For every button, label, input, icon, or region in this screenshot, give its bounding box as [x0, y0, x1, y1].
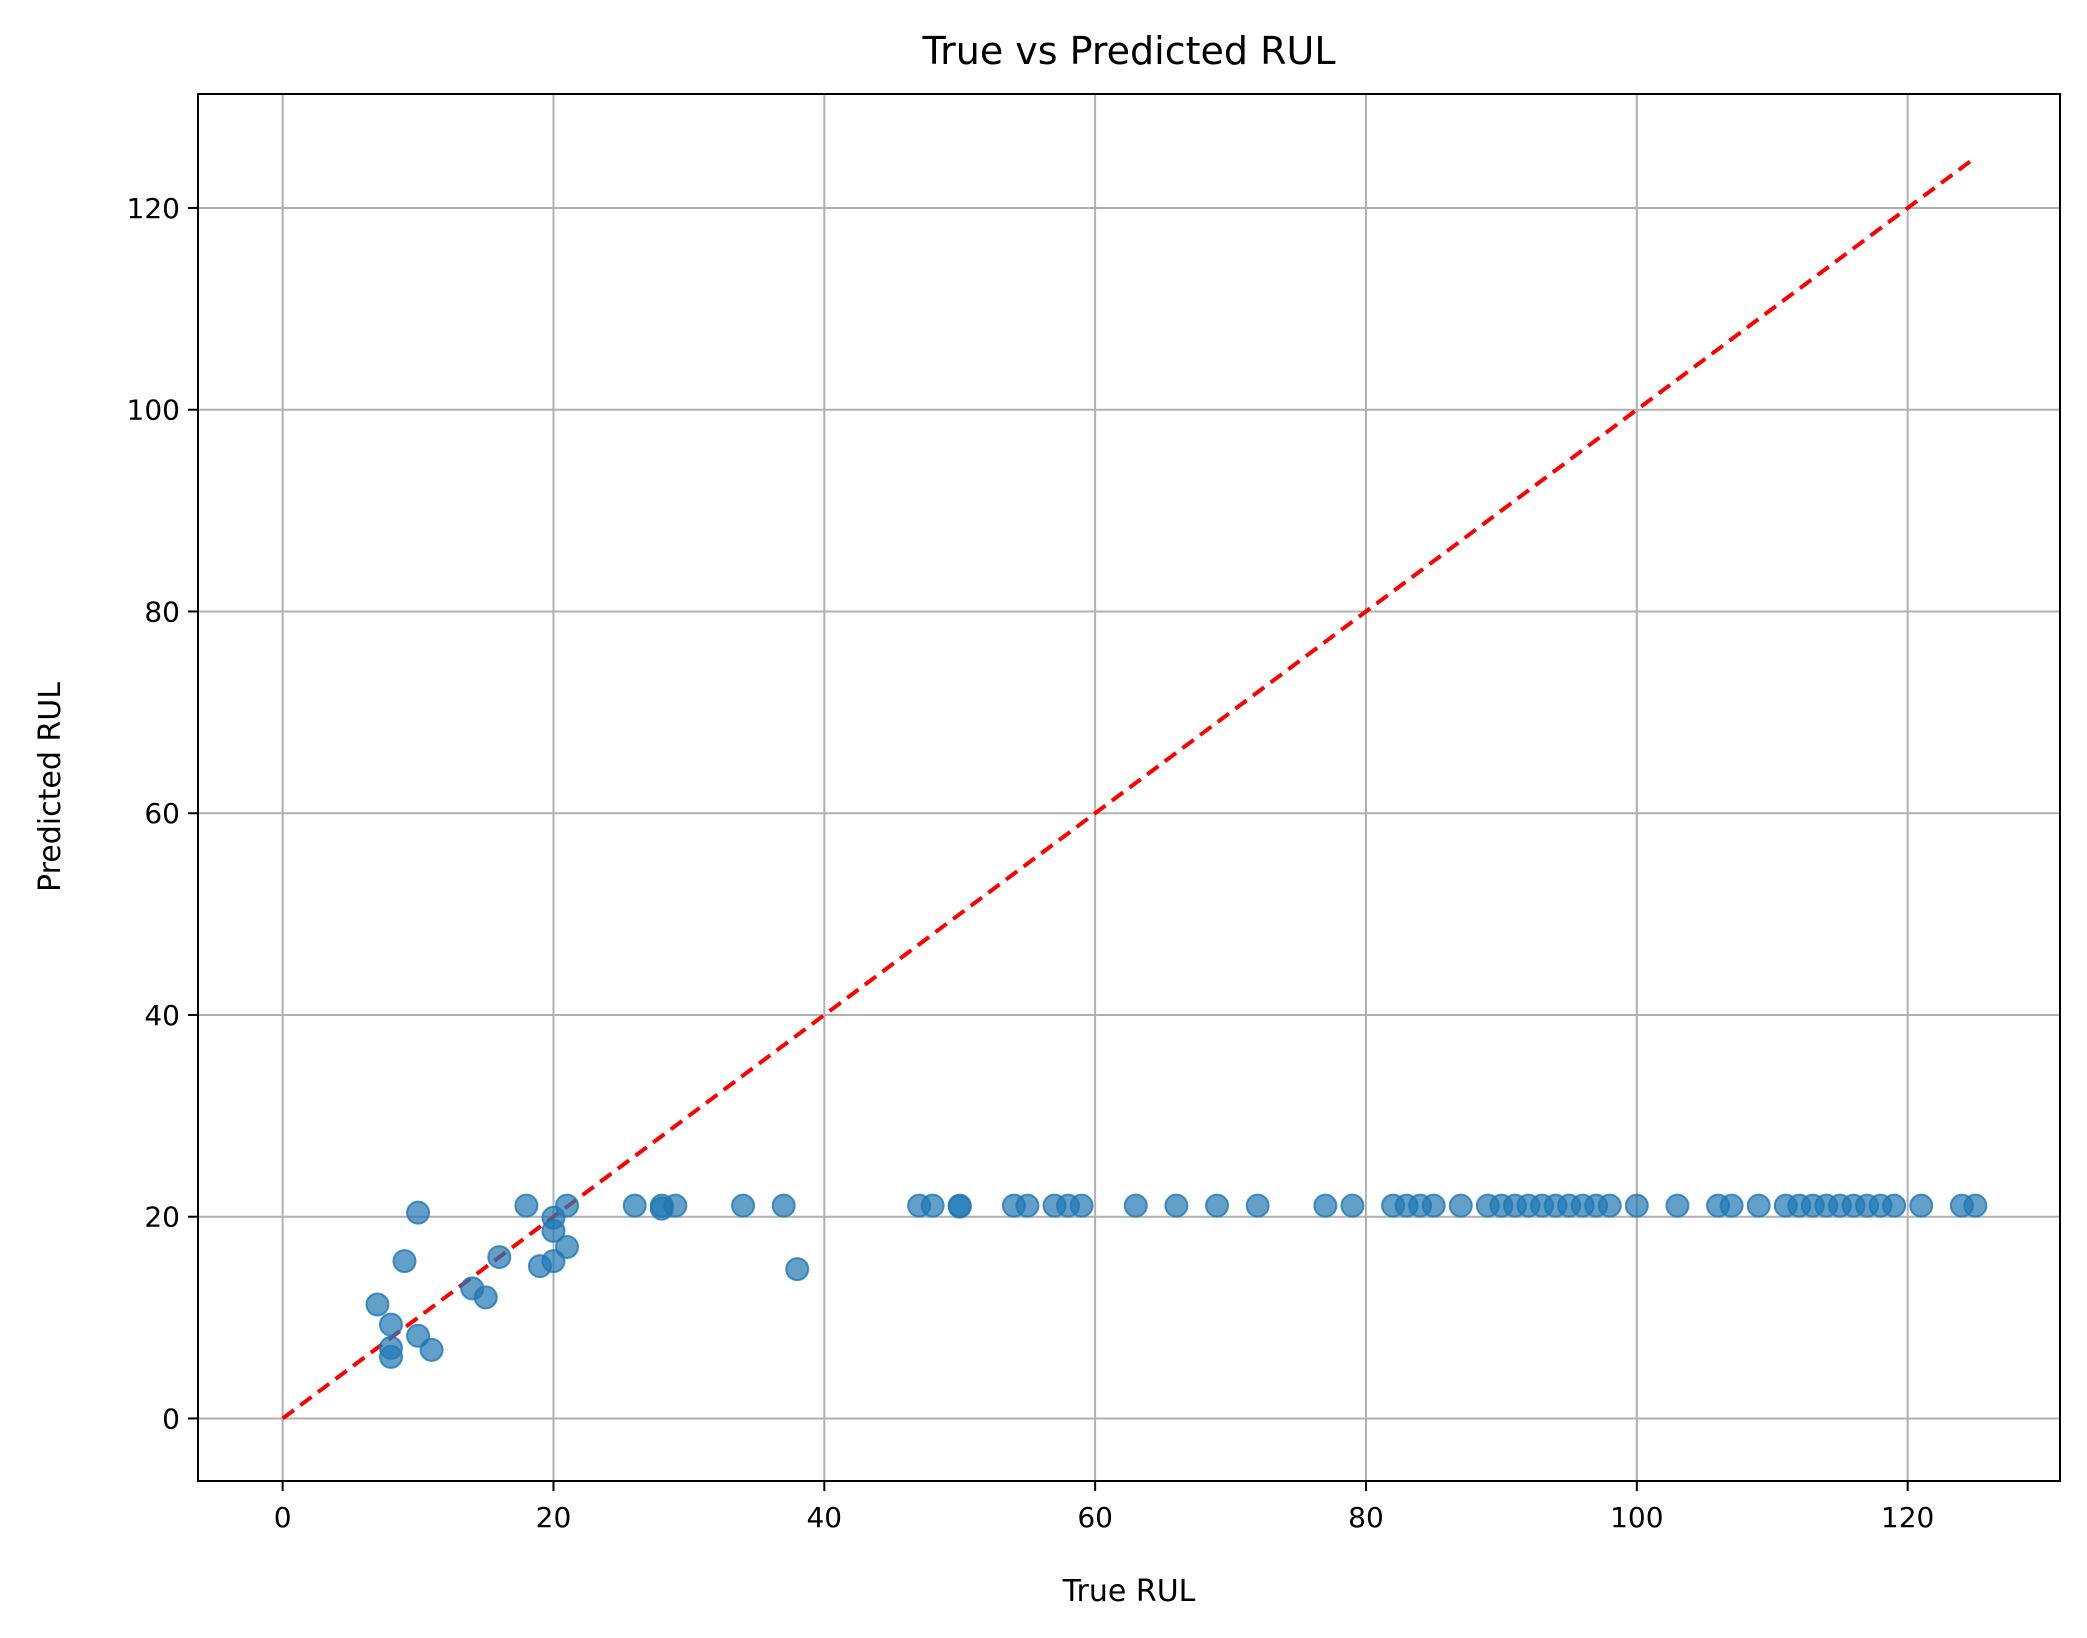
data-point	[785, 1257, 810, 1282]
data-point	[1421, 1193, 1446, 1218]
data-point	[1909, 1193, 1934, 1218]
x-tick-label: 100	[1610, 1501, 1663, 1534]
data-point	[555, 1193, 580, 1218]
x-tick-label: 40	[806, 1501, 842, 1534]
data-point	[1015, 1193, 1040, 1218]
data-point	[731, 1193, 756, 1218]
data-point	[1164, 1193, 1189, 1218]
data-point	[541, 1218, 566, 1243]
data-point	[1340, 1193, 1365, 1218]
x-axis-label: True RUL	[1062, 1574, 1196, 1609]
data-point	[1123, 1193, 1148, 1218]
y-axis-ticks: 0 20 40 60 80 100 120	[127, 192, 198, 1435]
data-point	[771, 1193, 796, 1218]
data-points	[365, 1193, 1988, 1369]
data-point	[1448, 1193, 1473, 1218]
data-point	[1665, 1193, 1690, 1218]
data-point	[378, 1312, 403, 1337]
data-point	[920, 1193, 945, 1218]
x-tick-label: 20	[536, 1501, 572, 1534]
data-point	[663, 1193, 688, 1218]
data-point	[1597, 1193, 1622, 1218]
y-tick-label: 100	[127, 394, 180, 427]
grid-lines	[198, 94, 2060, 1481]
data-point	[1719, 1193, 1744, 1218]
data-point	[1882, 1193, 1907, 1218]
plot-area-frame	[197, 93, 2061, 1482]
data-point	[1963, 1193, 1988, 1218]
x-tick-label: 80	[1348, 1501, 1384, 1534]
data-point	[1205, 1193, 1230, 1218]
y-axis-label: Predicted RUL	[33, 682, 68, 892]
data-point	[1313, 1193, 1338, 1218]
data-point	[473, 1285, 498, 1310]
data-point	[1746, 1193, 1771, 1218]
y-tick-label: 120	[127, 192, 180, 225]
x-tick-label: 120	[1881, 1501, 1934, 1534]
data-point	[1624, 1193, 1649, 1218]
data-point	[392, 1249, 417, 1274]
data-point	[487, 1245, 512, 1270]
data-point	[378, 1344, 403, 1369]
x-axis-ticks: 0 20 40 60 80 100 120	[274, 1481, 1934, 1534]
data-point	[365, 1292, 390, 1317]
data-point	[622, 1193, 647, 1218]
data-point	[1245, 1193, 1270, 1218]
y-tick-label: 40	[144, 999, 180, 1032]
data-point	[555, 1234, 580, 1259]
x-tick-label: 60	[1077, 1501, 1113, 1534]
data-point	[1069, 1193, 1094, 1218]
y-tick-label: 20	[144, 1201, 180, 1234]
y-tick-label: 0	[162, 1402, 180, 1435]
data-point	[514, 1193, 539, 1218]
data-point	[406, 1200, 431, 1225]
data-point	[419, 1337, 444, 1362]
data-point	[947, 1194, 972, 1219]
x-tick-label: 0	[274, 1501, 292, 1534]
y-tick-label: 60	[144, 797, 180, 830]
y-tick-label: 80	[144, 595, 180, 628]
chart-title: True vs Predicted RUL	[921, 29, 1335, 73]
